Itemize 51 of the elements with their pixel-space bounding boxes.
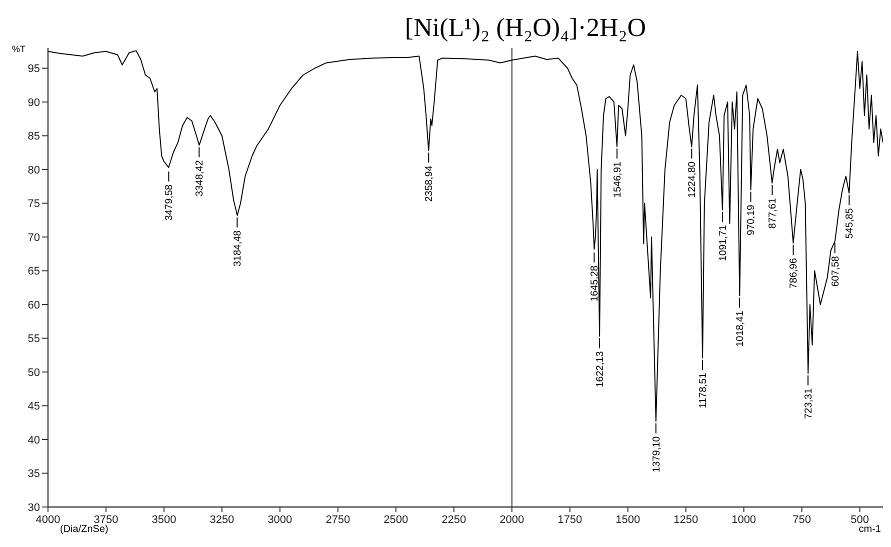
- chart-title: [Ni(L¹)₂ (H₂O)₄]·2H₂O: [404, 13, 646, 42]
- annotation: 1546,91: [612, 161, 624, 198]
- x-tick-label: 3500: [152, 514, 176, 526]
- annotation: 877,61: [768, 198, 779, 229]
- annotation: 3184,48: [232, 230, 244, 267]
- x-tick-label: 2500: [384, 514, 408, 526]
- y-tick-label: 65: [28, 266, 40, 278]
- x-tick-label: 3750: [94, 514, 118, 526]
- annotation: 1645,28: [590, 265, 601, 302]
- y-tick-label: 95: [28, 63, 40, 76]
- x-tick-label: 1750: [558, 514, 582, 526]
- x-tick-label: 4000: [36, 514, 60, 526]
- y-tick-label: 30: [28, 502, 40, 514]
- x-tick-label: 1500: [616, 514, 640, 526]
- annotation: 970,19: [746, 204, 758, 236]
- annotation: 1091,71: [718, 224, 730, 262]
- y-tick-label: 50: [28, 366, 40, 379]
- annotation: 3348,42: [194, 160, 206, 196]
- x-tick-label: 2000: [500, 514, 524, 526]
- y-tick-label: 90: [28, 96, 40, 109]
- y-tick-label: 75: [28, 198, 40, 210]
- x-tick-label: 1000: [732, 514, 756, 526]
- y-axis-title: %T: [12, 44, 26, 54]
- y-tick-label: 55: [28, 333, 40, 346]
- annotation: 2358,94: [424, 165, 436, 202]
- y-tick-label: 45: [28, 400, 40, 413]
- x-tick-label: 1250: [674, 514, 698, 526]
- annotation: 1622,13: [595, 350, 606, 388]
- y-tick-label: 35: [28, 468, 40, 480]
- y-tick-label: 40: [28, 434, 40, 446]
- y-tick-label: 60: [28, 299, 40, 312]
- x-tick-label: 2750: [326, 514, 350, 526]
- x-tick-label: 750: [792, 514, 811, 526]
- annotation: 607,58: [830, 256, 842, 287]
- text: (Dia/ZnSe): [60, 524, 108, 535]
- annotation: 1018,41: [735, 310, 746, 347]
- y-tick-label: 70: [28, 232, 40, 244]
- annotation: 545,85: [844, 208, 856, 239]
- x-axis-title: cm-1: [858, 524, 882, 535]
- annotation: 1178,51: [698, 372, 709, 408]
- annotation: 1224,80: [687, 161, 698, 198]
- y-tick-label: 85: [28, 130, 40, 143]
- x-tick-label: 500: [850, 514, 869, 526]
- annotation: 3479,58: [164, 184, 176, 221]
- x-tick-label: 2250: [442, 514, 466, 526]
- annotation: 786,96: [788, 258, 800, 289]
- x-tick-label: 3000: [268, 514, 292, 526]
- annotation: 1379,10: [651, 436, 662, 472]
- x-tick-label: 3250: [210, 514, 234, 526]
- y-tick-label: 80: [28, 164, 40, 176]
- annotation: 723,31: [804, 388, 815, 419]
